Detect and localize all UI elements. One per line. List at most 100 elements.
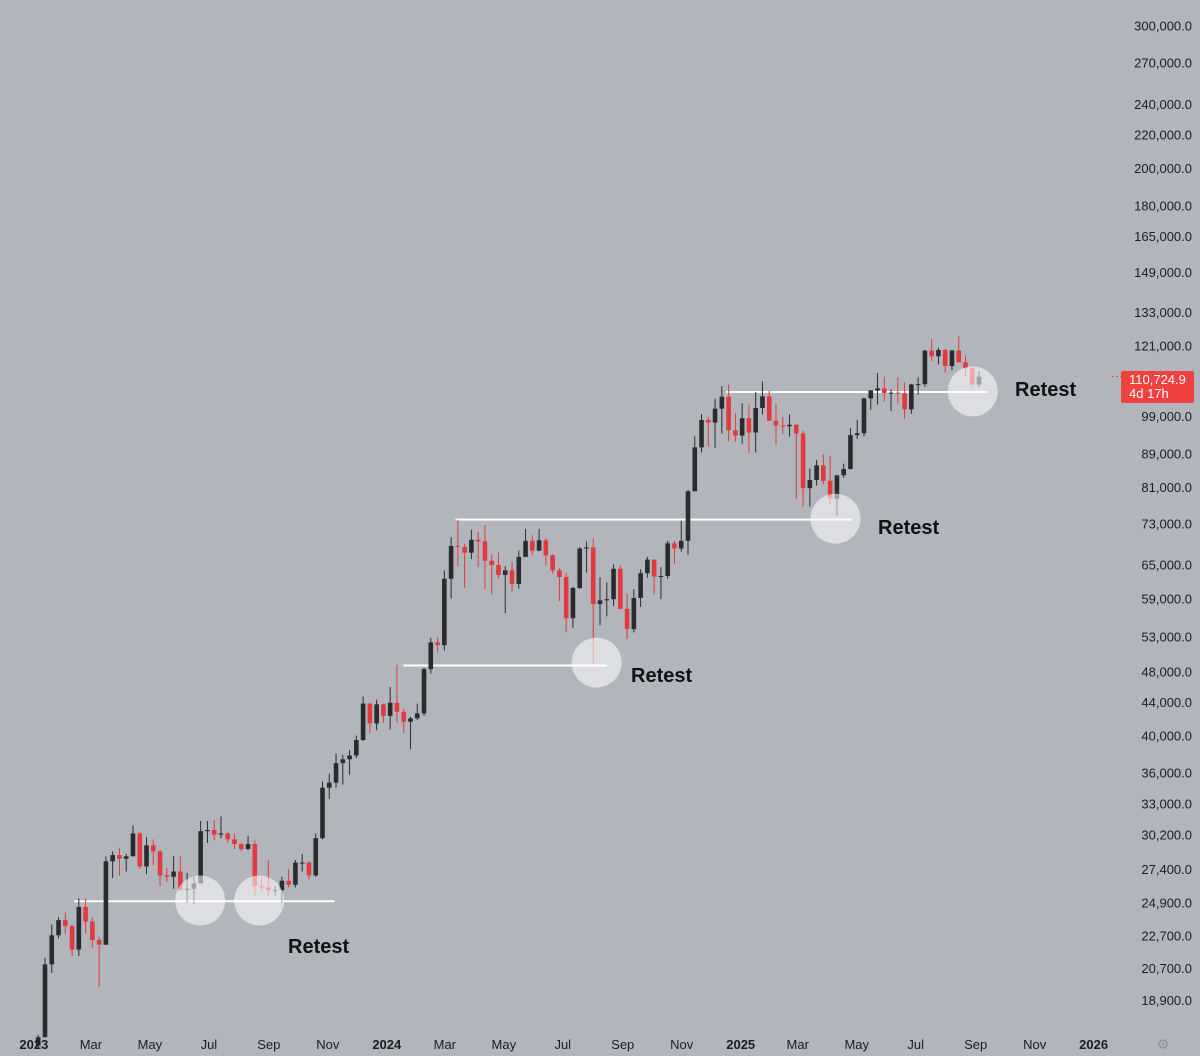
price-axis[interactable]: 300,000.0 270,000.0 240,000.0 220,000.0 200,… xyxy=(1134,18,1192,1008)
candle-body xyxy=(435,642,440,646)
time-tick-label: 2023 xyxy=(19,1037,48,1052)
time-tick-label: Sep xyxy=(964,1037,987,1052)
candle-body xyxy=(509,570,515,584)
candle-body xyxy=(658,575,664,577)
time-axis[interactable]: 2023 Mar May Jul Sep Nov 2024 Mar May Jul Sep Nov 20… xyxy=(19,1037,1108,1052)
candle xyxy=(408,716,413,750)
candle-body xyxy=(672,543,677,549)
price-tick-label: 300,000.0 xyxy=(1134,18,1192,33)
settings-gear-icon[interactable]: ⚙ xyxy=(1156,1036,1170,1052)
candle xyxy=(137,832,143,869)
candle xyxy=(110,851,115,879)
candle-body xyxy=(469,539,474,553)
candle-body xyxy=(739,418,745,436)
price-tick-label: 121,000.0 xyxy=(1134,338,1192,353)
candle xyxy=(448,537,454,599)
candle xyxy=(909,383,914,414)
candle xyxy=(631,589,637,633)
candle-body xyxy=(692,447,698,492)
price-tick-label: 27,400.0 xyxy=(1141,862,1192,877)
candle xyxy=(489,554,495,595)
candle xyxy=(482,524,488,590)
time-tick-label: Jul xyxy=(907,1037,924,1052)
price-tick-label: 59,000.0 xyxy=(1141,592,1192,607)
candle-body xyxy=(624,608,630,630)
candle xyxy=(123,853,129,872)
candle xyxy=(225,832,231,843)
candle-body xyxy=(665,543,670,576)
candle-body xyxy=(766,396,772,421)
candle xyxy=(821,454,826,485)
candle-body xyxy=(604,599,610,601)
candle-body xyxy=(367,703,373,724)
time-tick-label: Jul xyxy=(201,1037,218,1052)
candle xyxy=(83,898,88,934)
candle-body xyxy=(428,642,434,670)
candle-body xyxy=(651,559,657,577)
candle xyxy=(604,582,610,617)
price-tick-label: 40,000.0 xyxy=(1141,729,1192,744)
time-tick-label: 2025 xyxy=(726,1037,755,1052)
candle-body xyxy=(915,384,921,386)
time-tick-label: Jul xyxy=(554,1037,571,1052)
candle xyxy=(103,856,109,945)
candle-body xyxy=(252,844,258,887)
candle-body xyxy=(888,392,894,394)
candle xyxy=(624,593,630,640)
candle xyxy=(706,416,711,447)
candle-body xyxy=(299,862,305,864)
candle-body xyxy=(347,755,352,760)
candle xyxy=(800,430,806,507)
candle xyxy=(232,833,237,849)
price-tick-label: 18,900.0 xyxy=(1141,993,1192,1008)
candle xyxy=(530,535,535,556)
candle xyxy=(421,667,427,716)
candle-body xyxy=(793,424,799,434)
candle xyxy=(611,564,616,606)
candle xyxy=(645,556,650,578)
candle xyxy=(171,856,176,889)
time-tick-label: Nov xyxy=(1023,1037,1047,1052)
candle-body xyxy=(848,435,853,470)
candle-body xyxy=(590,547,596,604)
candle-body xyxy=(83,906,88,922)
candle-body xyxy=(773,420,779,426)
candle xyxy=(475,531,481,568)
candle xyxy=(814,460,819,486)
candle xyxy=(326,773,332,800)
candle xyxy=(739,403,745,444)
candle-body xyxy=(103,861,109,945)
candle-body xyxy=(949,350,955,367)
candle-body xyxy=(516,556,522,584)
candle xyxy=(455,519,461,567)
candle xyxy=(469,529,474,560)
candle xyxy=(218,816,224,839)
candle-body xyxy=(746,418,752,433)
candle-body xyxy=(49,935,55,965)
retest-label: Retest xyxy=(631,665,692,687)
candle xyxy=(178,856,183,891)
candle xyxy=(394,664,400,723)
candle-body xyxy=(557,570,562,578)
candle xyxy=(888,389,894,412)
candle xyxy=(550,554,555,574)
candle xyxy=(746,404,752,453)
price-tick-label: 48,000.0 xyxy=(1141,664,1192,679)
candle-body xyxy=(401,711,407,722)
price-tick-label: 270,000.0 xyxy=(1134,55,1192,70)
price-tick-label: 89,000.0 xyxy=(1141,447,1192,462)
candle-body xyxy=(787,424,792,427)
candle xyxy=(245,835,251,851)
price-tick-label: 133,000.0 xyxy=(1134,305,1192,320)
candle-body xyxy=(245,844,251,849)
candle-body xyxy=(238,844,244,849)
candle-body xyxy=(645,559,650,574)
time-tick-label: 2026 xyxy=(1079,1037,1108,1052)
candle xyxy=(733,412,738,442)
candle-body xyxy=(462,546,467,553)
candle-body xyxy=(408,718,413,722)
retest-highlights xyxy=(175,366,998,926)
candle-body xyxy=(232,839,237,845)
candle xyxy=(726,384,731,442)
